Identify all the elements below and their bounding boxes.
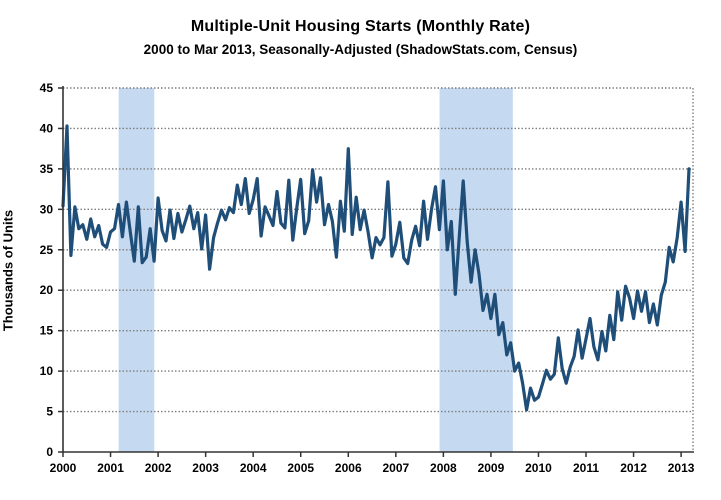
y-axis-title: Thousands of Units <box>0 209 16 332</box>
x-tick-label-2007: 2007 <box>382 461 409 475</box>
y-tick-label-0: 0 <box>46 445 53 459</box>
plot-area <box>63 88 693 452</box>
y-tick-label-35: 35 <box>40 162 54 176</box>
x-tick-label-2004: 2004 <box>240 461 267 475</box>
y-tick-label-20: 20 <box>40 283 54 297</box>
y-tick-label-25: 25 <box>40 243 54 257</box>
x-tick-label-2013: 2013 <box>668 461 695 475</box>
y-tick-label-10: 10 <box>40 364 54 378</box>
data-line-housing-starts <box>61 124 691 412</box>
y-tick-label-5: 5 <box>46 405 53 419</box>
x-tick-label-2000: 2000 <box>50 461 77 475</box>
x-tick-label-2008: 2008 <box>430 461 457 475</box>
y-tick-label-30: 30 <box>40 202 54 216</box>
x-tick-label-2005: 2005 <box>287 461 314 475</box>
y-tick-label-40: 40 <box>40 121 54 135</box>
x-tick-label-2002: 2002 <box>145 461 172 475</box>
y-tick-label-45: 45 <box>40 81 54 95</box>
x-tick-label-2001: 2001 <box>97 461 124 475</box>
x-tick-label-2003: 2003 <box>192 461 219 475</box>
x-tick-label-2010: 2010 <box>525 461 552 475</box>
x-tick-label-2006: 2006 <box>335 461 362 475</box>
chart-subtitle: 2000 to Mar 2013, Seasonally-Adjusted (S… <box>143 42 578 57</box>
recession-2001-band <box>118 88 155 452</box>
recession-2007-2009-band <box>439 88 513 452</box>
y-tick-label-15: 15 <box>40 324 54 338</box>
x-tick-label-2009: 2009 <box>478 461 505 475</box>
chart-title: Multiple-Unit Housing Starts (Monthly Ra… <box>190 18 531 35</box>
x-tick-label-2011: 2011 <box>573 461 599 475</box>
x-tick-label-2012: 2012 <box>620 461 647 475</box>
